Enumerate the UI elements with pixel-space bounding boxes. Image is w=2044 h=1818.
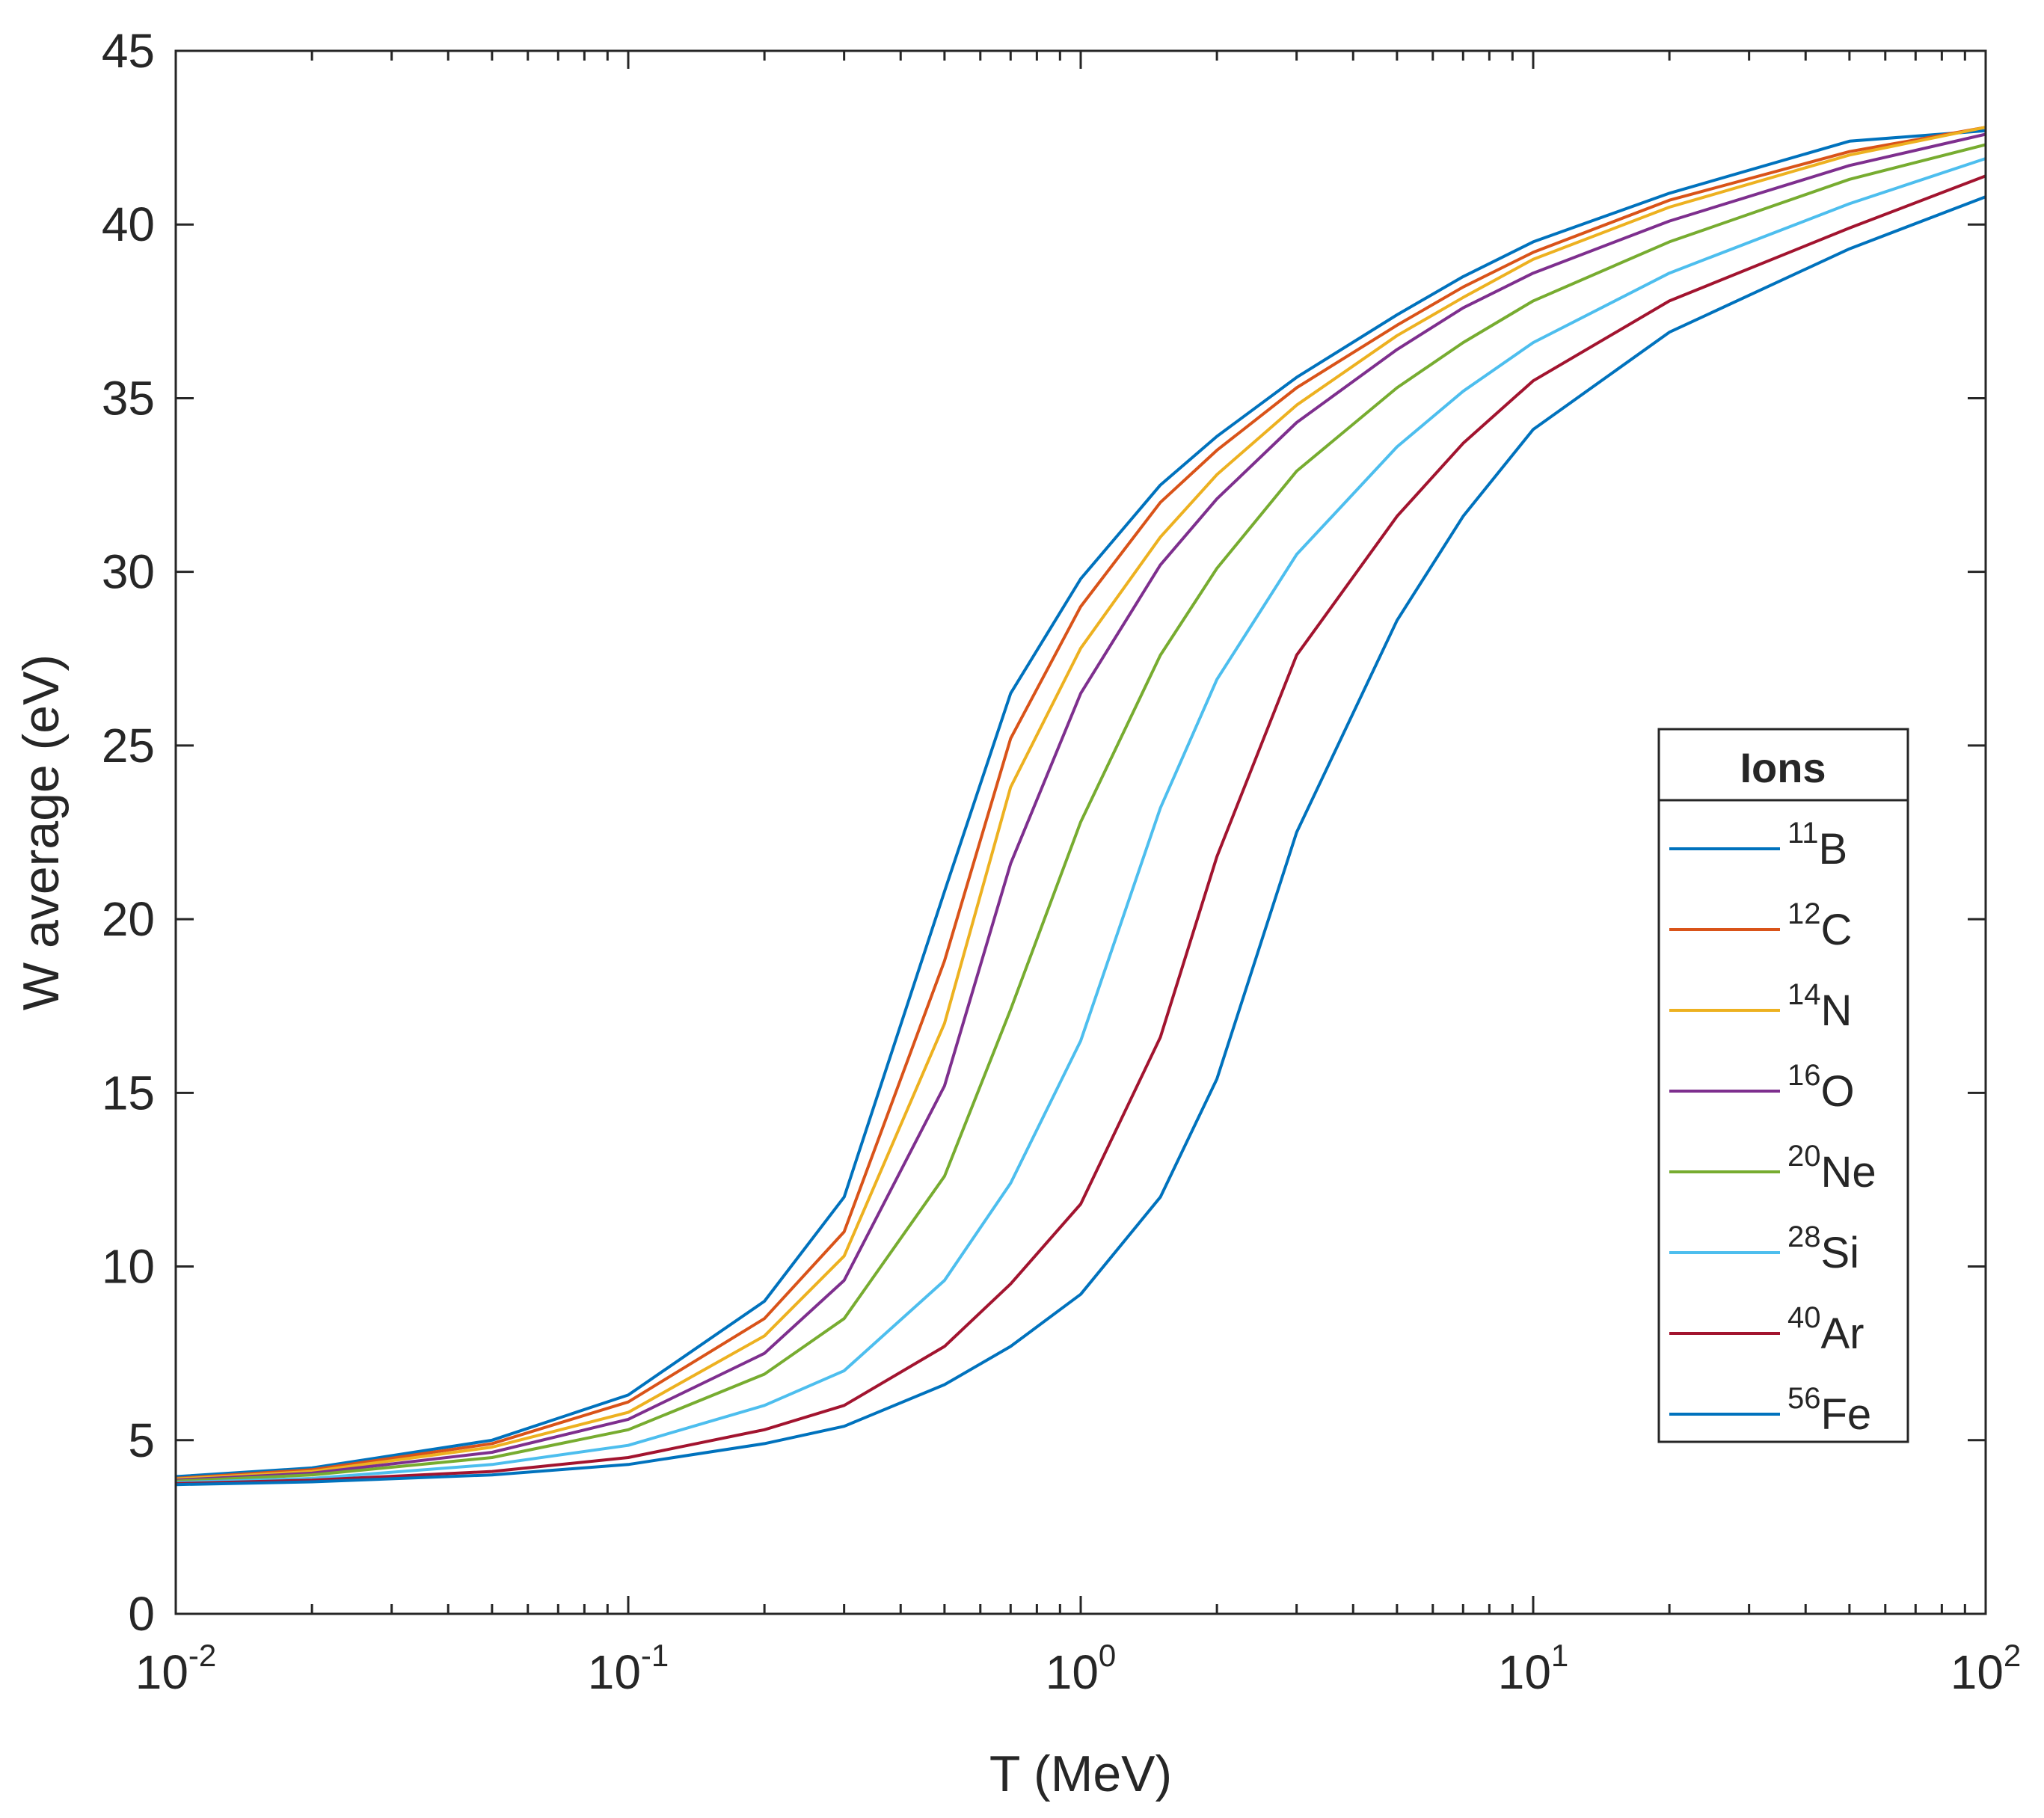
series-line-c xyxy=(175,126,1986,1480)
series-line-ar xyxy=(175,174,1986,1485)
y-tick-label: 5 xyxy=(128,1413,155,1467)
legend-label-ne: 20Ne xyxy=(1787,1140,1876,1197)
x-tick-label: 100 xyxy=(1046,1638,1117,1699)
legend: Ions 11B 12C 14N 16O 20Ne 28Si 40Ar 56Fe xyxy=(1657,728,1909,1443)
y-tick-label: 30 xyxy=(102,545,155,599)
y-tick-label: 45 xyxy=(102,24,155,78)
legend-label-fe: 56Fe xyxy=(1787,1382,1871,1439)
legend-label-ar: 40Ar xyxy=(1787,1301,1865,1358)
legend-label-c: 12C xyxy=(1787,897,1852,954)
x-tick-label: 10-2 xyxy=(135,1638,217,1699)
series-line-si xyxy=(175,157,1986,1484)
x-tick-labels: 10-2 10-1 100 101 102 xyxy=(135,1638,2022,1699)
legend-label-n: 14N xyxy=(1787,978,1852,1035)
plot-box xyxy=(174,49,1987,1615)
series-line-n xyxy=(175,126,1986,1481)
y-tick-label: 10 xyxy=(102,1240,155,1294)
y-tick-label: 35 xyxy=(102,371,155,425)
y-tick-labels: 0 5 10 15 20 25 30 35 40 45 xyxy=(102,24,155,1641)
legend-label-b: 11B xyxy=(1787,817,1847,873)
series-line-ne xyxy=(175,143,1986,1483)
y-tick-label: 0 xyxy=(128,1587,155,1641)
x-axis-label: T (MeV) xyxy=(989,1745,1172,1802)
legend-box xyxy=(1657,728,1909,1443)
legend-entries: 11B 12C 14N 16O 20Ne 28Si 40Ar 56Fe xyxy=(1669,817,1876,1439)
series-line-o xyxy=(175,132,1986,1482)
y-tick-label: 40 xyxy=(102,197,155,251)
y-tick-label: 25 xyxy=(102,719,155,773)
series-line-fe xyxy=(175,195,1986,1487)
x-tick-label: 101 xyxy=(1498,1638,1569,1699)
legend-label-si: 28Si xyxy=(1787,1220,1859,1277)
legend-title: Ions xyxy=(1740,744,1826,791)
y-tick-label: 15 xyxy=(102,1066,155,1120)
x-tick-label: 10-1 xyxy=(588,1638,669,1699)
y-tick-label: 20 xyxy=(102,892,155,946)
y-axis-label: W average (eV) xyxy=(13,654,70,1010)
series-lines xyxy=(175,126,1986,1487)
legend-label-o: 16O xyxy=(1787,1059,1855,1116)
x-tick-label: 102 xyxy=(1951,1638,2022,1699)
series-line-b xyxy=(175,129,1986,1478)
